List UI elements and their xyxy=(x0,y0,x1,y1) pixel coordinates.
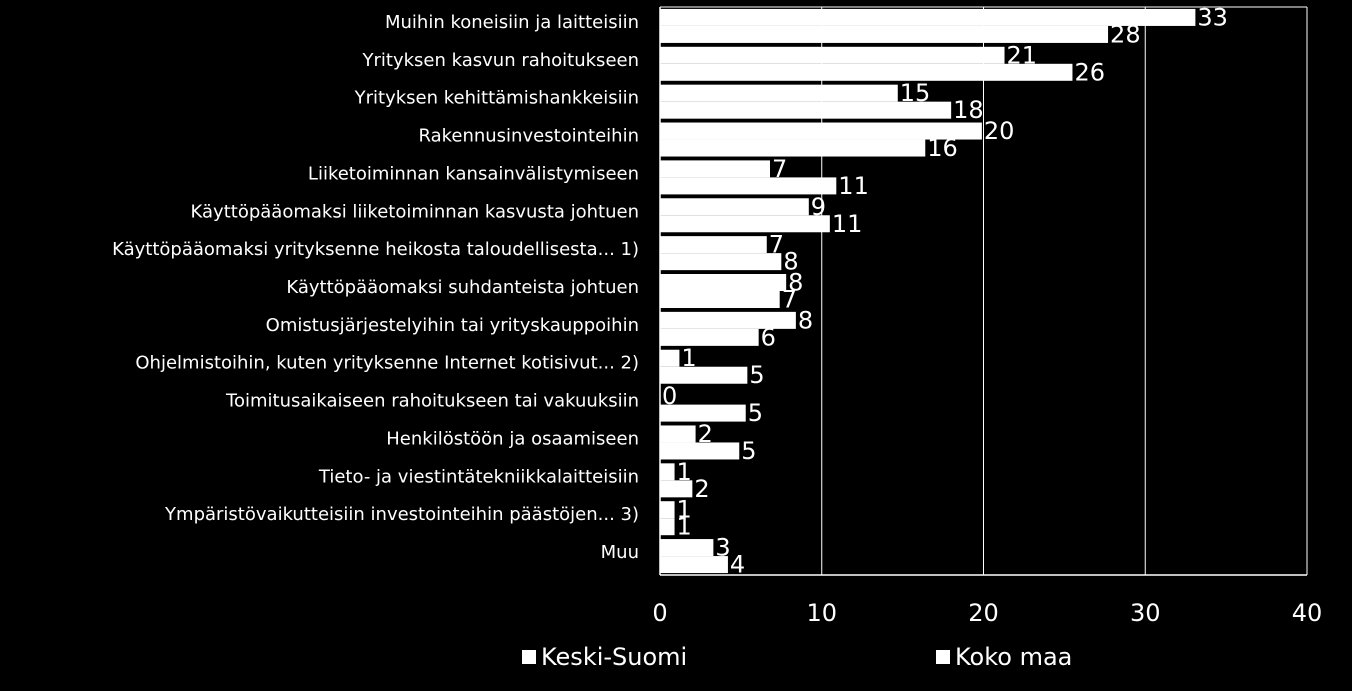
data-label: 5 xyxy=(741,437,756,465)
bar-keski-suomi xyxy=(660,160,770,178)
bar-keski-suomi xyxy=(660,84,898,102)
x-tick-label: 0 xyxy=(652,599,667,627)
bar-keski-suomi xyxy=(660,274,787,291)
data-label: 1 xyxy=(677,458,692,486)
bars xyxy=(660,8,1196,574)
bar-koko-maa xyxy=(660,442,740,460)
bar-keski-suomi xyxy=(660,8,1196,26)
data-label: 4 xyxy=(730,551,745,579)
bar-keski-suomi xyxy=(660,311,796,329)
data-label: 2 xyxy=(698,420,713,448)
legend-label: Koko maa xyxy=(955,643,1072,671)
bar-keski-suomi xyxy=(660,501,675,519)
category-label: Henkilöstöön ja osaamiseen xyxy=(386,428,639,449)
bar-koko-maa xyxy=(660,480,693,498)
category-label: Omistusjärjestelyihin tai yrityskauppoih… xyxy=(266,315,639,336)
bar-keski-suomi xyxy=(660,539,714,557)
data-label: 5 xyxy=(748,399,763,427)
category-label: Muihin koneisiin ja laitteisiin xyxy=(385,12,639,33)
bar-koko-maa xyxy=(660,215,830,233)
data-label: 9 xyxy=(811,193,826,221)
bar-koko-maa xyxy=(660,25,1109,43)
legend: Keski-Suomi Koko maa xyxy=(522,643,1072,671)
data-label: 18 xyxy=(953,96,984,124)
data-label: 15 xyxy=(900,79,931,107)
data-label: 11 xyxy=(838,172,869,200)
x-tick-label: 10 xyxy=(806,599,837,627)
bar-koko-maa xyxy=(660,139,926,157)
bar-koko-maa xyxy=(660,328,759,346)
category-label: Toimitusaikaiseen rahoitukseen tai vakuu… xyxy=(225,391,639,412)
data-label: 6 xyxy=(761,323,776,351)
bar-koko-maa xyxy=(660,404,746,422)
bar-keski-suomi xyxy=(660,122,982,140)
bar-keski-suomi xyxy=(660,198,809,216)
legend-label: Keski-Suomi xyxy=(541,643,687,671)
data-label: 1 xyxy=(677,496,692,524)
data-label: 2 xyxy=(694,475,709,503)
legend-swatch xyxy=(522,650,536,664)
bar-koko-maa xyxy=(660,291,780,308)
data-label: 16 xyxy=(927,134,958,162)
category-label: Käyttöpääomaksi suhdanteista johtuen xyxy=(286,277,639,298)
category-label: Liiketoiminnan kansainvälistymiseen xyxy=(308,163,639,184)
data-label: 8 xyxy=(783,248,798,276)
data-label: 28 xyxy=(1110,20,1141,48)
category-label: Rakennusinvestointeihin xyxy=(418,126,639,147)
x-tick-label: 20 xyxy=(968,599,999,627)
category-label: Tieto- ja viestintätekniikkalaitteisiin xyxy=(318,466,639,487)
data-label: 20 xyxy=(984,117,1015,145)
data-label: 5 xyxy=(749,361,764,389)
category-label: Ohjelmistoihin, kuten yrityksenne Intern… xyxy=(135,353,639,374)
data-label: 8 xyxy=(798,306,813,334)
x-tick-label: 40 xyxy=(1292,599,1323,627)
bar-keski-suomi xyxy=(660,349,680,367)
bar-keski-suomi xyxy=(660,463,675,481)
bar-keski-suomi xyxy=(660,236,767,254)
data-label: 3 xyxy=(715,534,730,562)
bar-koko-maa xyxy=(660,63,1073,81)
category-label: Käyttöpääomaksi liiketoiminnan kasvusta … xyxy=(191,201,639,222)
bar-koko-maa xyxy=(660,556,728,574)
category-labels: Muihin koneisiin ja laitteisiin Yrityksen… xyxy=(112,12,639,563)
bar-koko-maa xyxy=(660,366,748,384)
category-label: Käyttöpääomaksi yrityksenne heikosta tal… xyxy=(112,239,639,260)
data-label: 7 xyxy=(769,231,784,259)
data-label: 21 xyxy=(1007,41,1038,69)
bar-koko-maa xyxy=(660,101,952,119)
data-label: 1 xyxy=(677,513,692,541)
x-tick-label: 30 xyxy=(1130,599,1161,627)
bar-keski-suomi xyxy=(660,46,1005,64)
axes: 0 10 20 30 40 xyxy=(652,7,1322,627)
data-label: 0 xyxy=(662,382,677,410)
bar-keski-suomi xyxy=(660,425,696,443)
legend-swatch xyxy=(936,650,950,664)
data-label: 8 xyxy=(788,269,803,297)
data-label: 7 xyxy=(772,155,787,183)
data-label: 26 xyxy=(1074,58,1105,86)
bar-koko-maa xyxy=(660,518,675,536)
data-label: 1 xyxy=(681,344,696,372)
bar-koko-maa xyxy=(660,253,782,271)
bar-koko-maa xyxy=(660,177,837,195)
data-label: 7 xyxy=(782,286,797,314)
category-label: Ympäristövaikutteisiin investointeihin p… xyxy=(164,504,639,525)
category-label: Muu xyxy=(601,542,639,563)
data-label: 11 xyxy=(832,210,863,238)
category-label: Yrityksen kehittämishankkeisiin xyxy=(354,88,639,109)
category-label: Yrityksen kasvun rahoitukseen xyxy=(362,50,640,71)
data-label: 33 xyxy=(1197,3,1228,31)
